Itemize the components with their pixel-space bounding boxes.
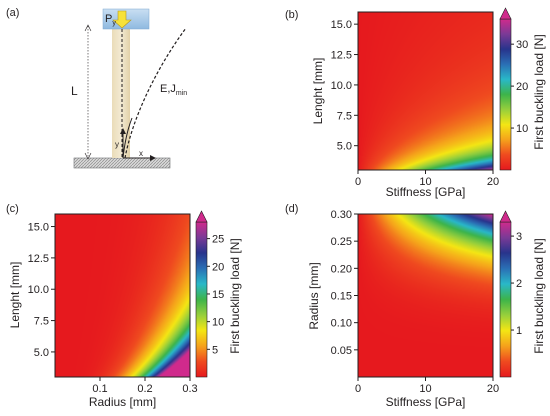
ytick-label-b: 10.0 xyxy=(331,80,352,92)
ticks-b: 0 10 20 5.0 7.5 10.0 12.5 15.0 xyxy=(331,19,500,188)
panel-label-c: (c) xyxy=(6,203,19,215)
ytick-label-d: 0.25 xyxy=(331,236,352,248)
colorbar-tick-label-d: 1 xyxy=(516,325,522,337)
colorbar-tick-label-c: 5 xyxy=(212,344,218,356)
colorbar-cap-c xyxy=(195,210,208,223)
ticks-c: 0.1 0.2 0.3 5.0 7.5 10.0 12.5 15.0 xyxy=(28,222,198,395)
load-arrow xyxy=(112,10,132,29)
colorbar-tick-label-c: 25 xyxy=(212,234,224,246)
fixed-support xyxy=(73,157,171,169)
xtick-label-b: 20 xyxy=(487,176,499,188)
xtick-label-b: 0 xyxy=(355,176,361,188)
xlabel-b: Stiffness [GPa] xyxy=(386,185,466,199)
colorbar-cap-b xyxy=(499,7,512,20)
ytick-label-b: 7.5 xyxy=(337,110,352,122)
ytick-label-c: 15.0 xyxy=(28,222,49,234)
colorbar-tick-label-c: 15 xyxy=(212,289,224,301)
colorbar-tick-label-d: 3 xyxy=(516,231,522,243)
axis-x-label: x xyxy=(139,149,143,158)
ytick-label-d: 0.15 xyxy=(331,291,352,303)
colorbar-cap-d xyxy=(499,210,512,223)
colorbar-ticks-b: 10 20 30 xyxy=(511,39,528,135)
load-label: Py xyxy=(105,13,116,27)
xlabel-d: Stiffness [GPa] xyxy=(386,395,466,409)
panel-label-b: (b) xyxy=(285,9,298,21)
xtick-label-b: 10 xyxy=(419,176,431,188)
colorbar-tick-label-b: 10 xyxy=(516,123,528,135)
length-label: L xyxy=(71,84,78,98)
heatmap-b xyxy=(358,12,493,170)
ytick-label-c: 7.5 xyxy=(34,316,49,328)
ytick-label-b: 5.0 xyxy=(337,141,352,153)
ytick-label-d: 0.30 xyxy=(331,209,352,221)
axis-x-head xyxy=(150,155,156,161)
ytick-label-c: 5.0 xyxy=(34,347,49,359)
panel-b: (b) 0 10 20 5.0 7.5 10.0 12.5 15.0 Stiffness [G… xyxy=(285,7,546,199)
panel-d: (d) 0 10 20 0.05 0.10 0.15 0.20 0.25 0.30 Stiffn… xyxy=(285,203,546,409)
length-arrow-bottom xyxy=(84,152,92,160)
panel-label-d: (d) xyxy=(285,203,298,215)
panel-a: (a) Py L E,Jmin y x xyxy=(6,7,187,169)
colorbar-label-c: First buckling load [N] xyxy=(228,238,242,353)
plot-frame-c xyxy=(54,213,191,378)
ytick-label-b: 15.0 xyxy=(331,19,352,31)
length-arrow-top xyxy=(84,24,92,32)
heatmap-c xyxy=(55,214,190,377)
xtick-label-c: 0.2 xyxy=(137,383,152,395)
colorbar-tick-label-d: 2 xyxy=(516,278,522,290)
ticks-d: 0 10 20 0.05 0.10 0.15 0.20 0.25 0.30 xyxy=(331,209,500,395)
colorbar-tick-label-c: 10 xyxy=(212,317,224,329)
colorbar-d xyxy=(499,221,512,378)
xtick-label-d: 0 xyxy=(355,383,361,395)
ylabel-b: Lenght [mm] xyxy=(311,58,325,125)
buckled-shape xyxy=(124,27,187,159)
ytick-label-d: 0.10 xyxy=(331,318,352,330)
ytick-label-b: 12.5 xyxy=(331,50,352,62)
xtick-label-c: 0.1 xyxy=(92,383,107,395)
colorbar-b xyxy=(499,18,512,171)
ytick-label-c: 10.0 xyxy=(28,284,49,296)
colorbar-ticks-d: 1 2 3 xyxy=(511,231,522,337)
ylabel-c: Lenght [mm] xyxy=(8,262,22,329)
panel-label-a: (a) xyxy=(6,7,19,19)
xtick-label-d: 20 xyxy=(487,383,499,395)
colorbar-tick-label-b: 20 xyxy=(516,81,528,93)
xlabel-c: Radius [mm] xyxy=(89,395,156,409)
colorbar-ticks-c: 5 10 15 20 25 xyxy=(207,234,224,356)
colorbar-label-d: First buckling load [N] xyxy=(532,238,546,353)
ytick-label-c: 12.5 xyxy=(28,253,49,265)
heatmap-d xyxy=(358,214,493,377)
axis-y-head xyxy=(120,128,126,134)
ytick-label-d: 0.05 xyxy=(331,345,352,357)
axis-y-label: y xyxy=(115,140,119,149)
colorbar-tick-label-b: 30 xyxy=(516,39,528,51)
ylabel-d: Radius [mm] xyxy=(307,262,321,329)
beam xyxy=(112,26,130,158)
colorbar-c xyxy=(195,221,208,378)
colorbar-label-b: First buckling load [N] xyxy=(532,34,546,149)
material-label: E,Jmin xyxy=(160,83,187,97)
ytick-label-d: 0.20 xyxy=(331,263,352,275)
colorbar-tick-label-c: 20 xyxy=(212,261,224,273)
buckled-shape-lower xyxy=(122,117,133,159)
xtick-label-d: 10 xyxy=(419,383,431,395)
panel-c: (c) 0.1 0.2 0.3 5.0 7.5 10.0 12.5 15.0 Radius [… xyxy=(6,203,242,409)
xtick-label-c: 0.3 xyxy=(182,383,197,395)
